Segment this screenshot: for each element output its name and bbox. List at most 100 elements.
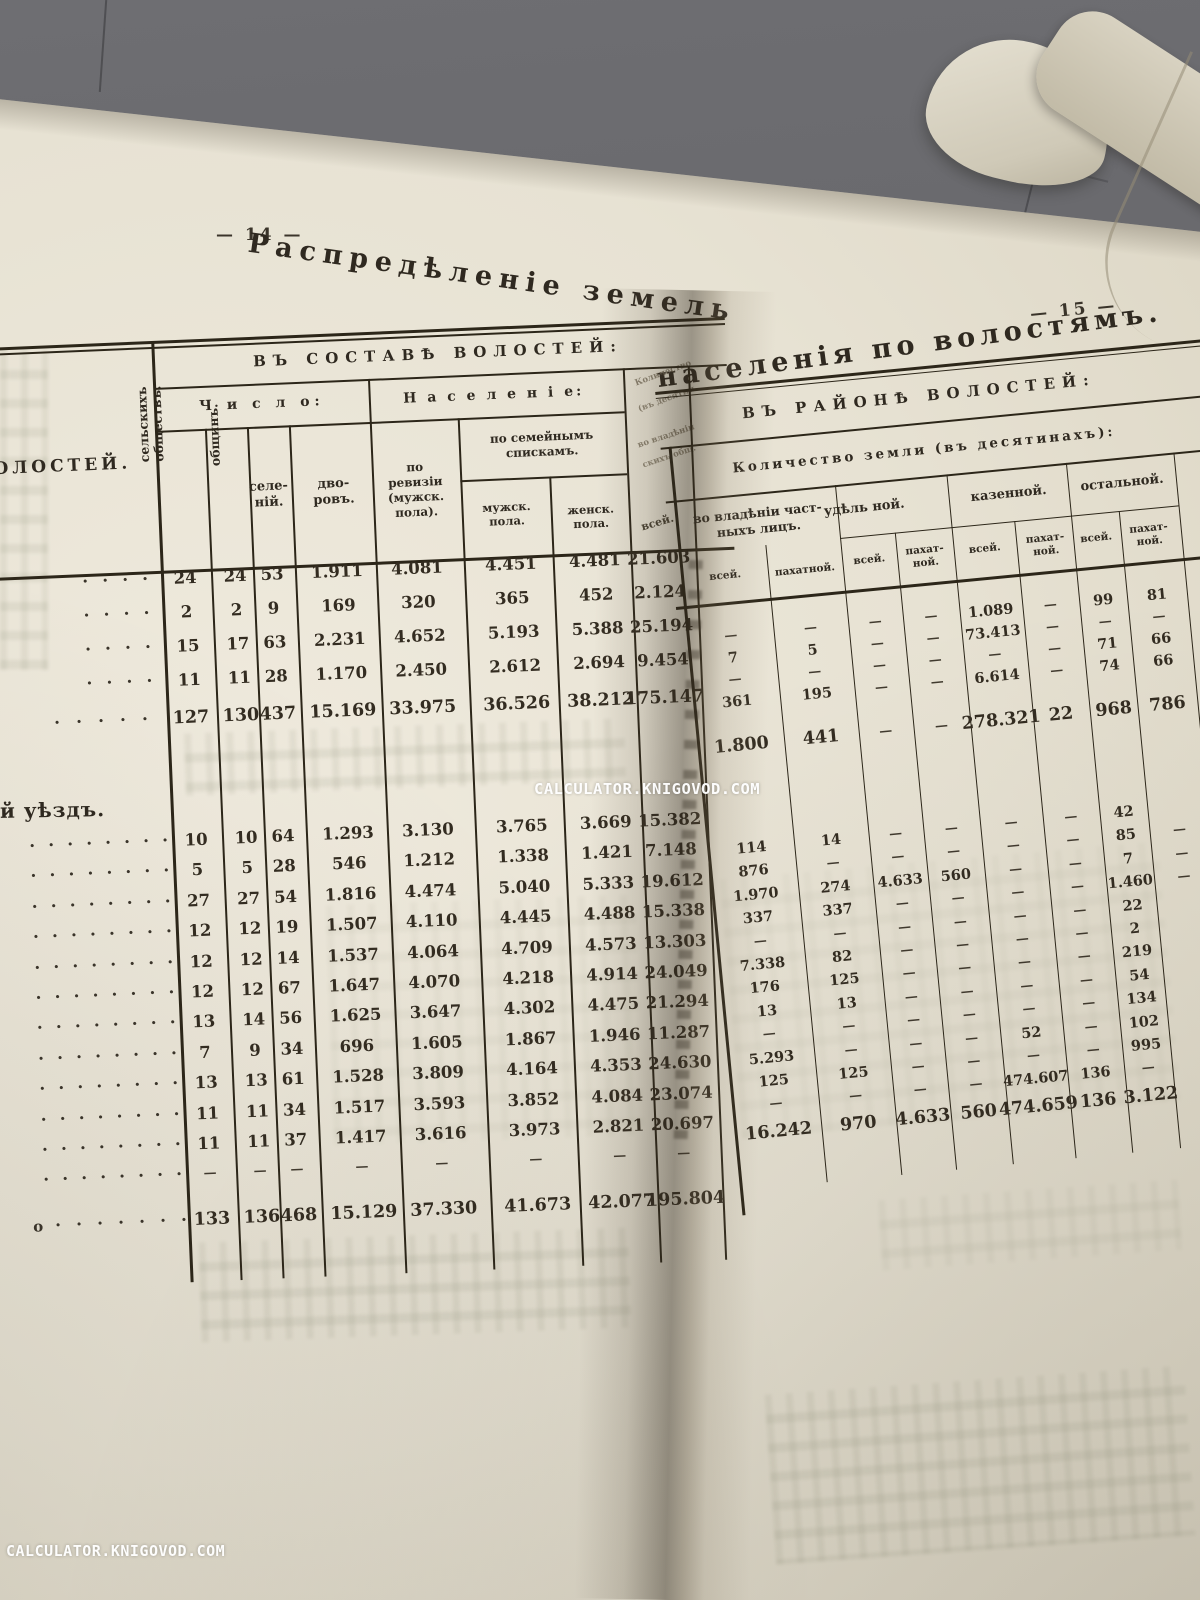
table-cell: 3.765 [495, 815, 549, 837]
table-cell: — [910, 1058, 926, 1075]
table-cell: 125 [837, 1063, 870, 1084]
table-cell: — [1074, 925, 1090, 942]
table-cell: 968 [1094, 697, 1133, 722]
table-cell: — [923, 608, 939, 625]
table-cell: 11 [177, 669, 202, 690]
table-cell: — [826, 855, 841, 872]
dot-leader: · [56, 1048, 64, 1069]
dot-leader: · [135, 1105, 143, 1126]
dot-leader: · [143, 603, 150, 624]
table-cell: 274 [819, 876, 852, 897]
table-cell: 125 [828, 970, 861, 990]
dot-leader: · [96, 1076, 103, 1098]
table-cell: 10 [184, 829, 208, 850]
table-cell: 4.474 [404, 880, 457, 902]
dot-leader: · [75, 1214, 83, 1235]
table-cell: — [901, 965, 917, 982]
table-cell: — [1043, 597, 1058, 614]
table-cell: 5.193 [487, 621, 540, 643]
dot-leader: · [84, 639, 92, 661]
table-cell: 1.338 [496, 845, 550, 867]
dot-leader: · [37, 1048, 45, 1070]
table-cell: 7 [1122, 849, 1134, 868]
dot-leader: · [55, 1017, 63, 1039]
table-cell: — [872, 657, 887, 674]
table-cell: — [253, 1163, 267, 1180]
table-cell: — [290, 1162, 304, 1178]
table-cell: — [1077, 948, 1092, 965]
table-cell: 2 [230, 599, 243, 620]
dot-leader: · [174, 1134, 182, 1155]
table-cell: — [1086, 1041, 1101, 1059]
dot-leader: · [68, 865, 75, 886]
table-cell: 11 [195, 1102, 220, 1123]
dot-leader: · [106, 863, 113, 884]
watermark-center: CALCULATOR.KNIGOVOD.COM [534, 780, 761, 798]
dot-leader: · [104, 833, 112, 854]
table-cell: 4.445 [499, 906, 552, 928]
table-cell: 27 [236, 888, 261, 909]
table-cell: — [946, 843, 961, 860]
table-cell: 37 [283, 1129, 308, 1150]
dot-leader: · [85, 833, 93, 855]
table-cell: 125 [757, 1070, 790, 1091]
dot-leader: · [131, 1014, 139, 1035]
dot-leader: · [93, 1016, 101, 1037]
dot-leader: · [51, 926, 59, 947]
dot-leader: · [78, 1108, 86, 1129]
table-cell: 1.417 [334, 1126, 387, 1148]
table-cell: 2 [1128, 919, 1141, 938]
dot-leader: · [61, 1169, 69, 1190]
table-cell: — [203, 1165, 217, 1182]
table-cell: — [955, 936, 970, 954]
table-cell: 14 [241, 1009, 266, 1030]
table-cell: 5 [806, 641, 819, 660]
dot-leader: · [137, 1166, 145, 1187]
table-cell: 2.450 [394, 659, 448, 681]
table-cell: — [1003, 814, 1019, 831]
bleed-through-smudge [0, 350, 48, 670]
table-cell: 437 [259, 703, 297, 725]
watermark-bottom-left: CALCULATOR.KNIGOVOD.COM [6, 1542, 226, 1560]
dot-leader: · [97, 1107, 105, 1128]
table-cell: 102 [1127, 1011, 1160, 1032]
table-cell: 3.122 [1122, 1083, 1180, 1109]
dot-leader: · [112, 1015, 120, 1036]
table-cell: 66 [1150, 629, 1173, 649]
table-cell: 4.110 [405, 910, 458, 932]
dot-leader: · [119, 710, 127, 731]
table-cell: 81 [1146, 585, 1168, 605]
table-cell: — [868, 613, 883, 631]
table-cell: 4.164 [505, 1058, 559, 1080]
dot-leader: · [159, 1211, 167, 1232]
table-cell: 1.089 [967, 600, 1015, 622]
dot-leader: · [108, 924, 116, 945]
table-cell: 61 [281, 1068, 306, 1089]
table-cell: — [1174, 845, 1190, 862]
table-cell: 11 [245, 1100, 270, 1121]
dot-leader: · [168, 982, 175, 1003]
dot-leader: · [166, 952, 174, 973]
table-cell: 560 [940, 865, 972, 886]
dot-leader: · [111, 985, 118, 1006]
table-cell: — [1006, 838, 1021, 855]
dot-leader: · [142, 831, 150, 852]
table-cell: 9 [248, 1040, 262, 1060]
table-cell: 3.852 [507, 1088, 560, 1110]
dot-leader: · [164, 891, 172, 912]
table-cell: — [957, 960, 973, 977]
dot-leader: · [170, 1043, 178, 1064]
table-cell: — [848, 1088, 863, 1105]
table-cell: — [803, 620, 818, 637]
dot-leader: · [74, 1016, 82, 1038]
table-cell: 1.517 [333, 1096, 386, 1118]
table-cell: 1.170 [315, 662, 368, 684]
dot-leader: · [75, 1047, 83, 1068]
dot-leader: · [145, 892, 153, 913]
table-cell: 278.321 [960, 706, 1042, 735]
dot-leader: · [49, 865, 56, 887]
dot-leader: · [83, 605, 91, 627]
table-cell: 4.652 [393, 625, 446, 647]
table-cell: 3.616 [414, 1123, 467, 1145]
dot-leader: · [69, 895, 77, 916]
